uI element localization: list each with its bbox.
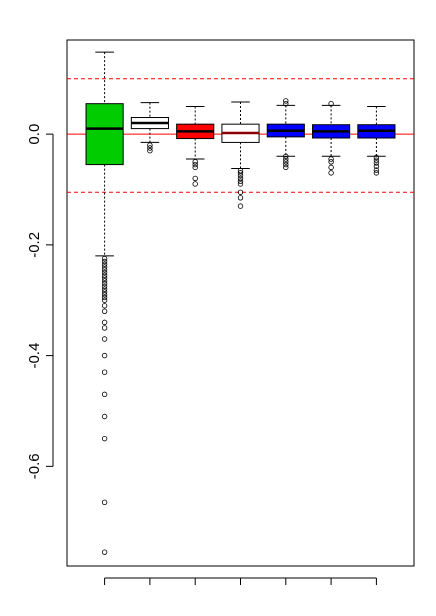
outlier-point — [101, 413, 108, 420]
outlier-point — [192, 164, 198, 171]
box-3 — [176, 105, 215, 187]
plot-frame — [66, 39, 415, 567]
outlier-point — [101, 264, 108, 270]
outlier-point — [373, 167, 380, 173]
outlier-point — [101, 391, 108, 398]
outlier-point — [101, 294, 108, 301]
y-tick-label: -0.6 — [26, 453, 43, 479]
outlier-point — [101, 269, 108, 276]
outlier-point — [328, 159, 334, 165]
y-tick-label: -0.2 — [26, 232, 43, 258]
y-tick-label: -0.4 — [26, 343, 43, 369]
box-1 — [85, 51, 124, 555]
outlier-point — [101, 308, 108, 315]
outlier-point — [101, 352, 108, 359]
outlier-point — [101, 291, 108, 298]
outlier-point — [101, 256, 108, 262]
outlier-point — [101, 289, 108, 295]
outlier-point — [101, 275, 108, 281]
outlier-point — [237, 195, 244, 201]
outlier-point — [101, 297, 108, 303]
outlier-point — [101, 283, 108, 290]
box-4 — [221, 101, 260, 209]
outlier-point — [283, 100, 289, 107]
outlier-point — [101, 549, 108, 555]
outlier-point — [192, 175, 198, 182]
outlier-point — [192, 161, 198, 168]
outlier-point — [373, 170, 380, 176]
outlier-point — [101, 336, 108, 342]
outlier-point — [283, 153, 289, 159]
outlier-point — [373, 163, 380, 169]
outlier-point — [373, 160, 380, 166]
outlier-point — [101, 267, 108, 273]
outlier-point — [283, 98, 289, 104]
outlier-point — [373, 154, 380, 161]
outlier-point — [101, 325, 108, 331]
outlier-point — [283, 159, 289, 165]
outlier-point — [237, 178, 244, 184]
outlier-point — [101, 303, 108, 309]
outlier-point — [283, 164, 289, 171]
outlier-point — [147, 142, 153, 148]
y-tick-label: 0.0 — [26, 124, 43, 145]
plot-border — [66, 39, 415, 567]
outlier-point — [147, 148, 153, 154]
outlier-point — [101, 319, 108, 326]
outlier-point — [101, 272, 108, 279]
box-2 — [130, 102, 169, 154]
outlier-point — [101, 286, 108, 292]
outlier-point — [237, 203, 244, 209]
outlier-point — [101, 435, 108, 442]
outlier-point — [101, 278, 108, 284]
outlier-point — [283, 156, 289, 162]
outlier-point — [147, 145, 153, 151]
outlier-point — [328, 100, 334, 107]
box-5 — [266, 98, 305, 171]
outlier-point — [237, 181, 244, 187]
outlier-point — [283, 161, 289, 168]
outlier-point — [192, 159, 198, 165]
outlier-point — [237, 172, 244, 179]
box-6 — [312, 100, 351, 176]
outlier-point — [328, 156, 334, 162]
outlier-point — [101, 369, 108, 375]
outlier-point — [101, 280, 108, 287]
outlier-point — [237, 175, 244, 182]
outlier-point — [237, 189, 244, 195]
outlier-point — [192, 181, 198, 187]
outlier-point — [328, 170, 334, 176]
outlier-point — [101, 499, 108, 506]
box-7 — [357, 105, 396, 176]
boxes-layer — [85, 51, 396, 555]
outlier-point — [373, 157, 380, 163]
x-axis — [104, 577, 377, 585]
outlier-point — [328, 164, 334, 171]
box-body — [85, 103, 124, 166]
outlier-point — [101, 258, 108, 265]
outlier-point — [237, 170, 244, 176]
y-axis: -0.6 -0.4 -0.2 0.0 — [26, 124, 54, 479]
outlier-point — [101, 261, 108, 267]
